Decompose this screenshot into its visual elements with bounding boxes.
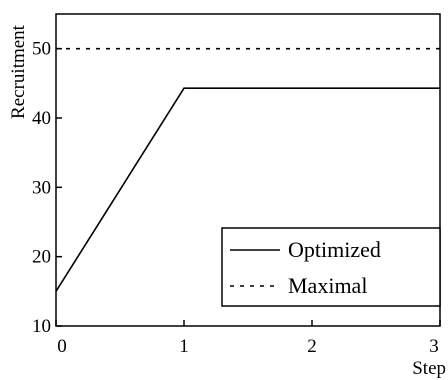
axis-ticks: 0 1 2 3 10 20 30 40 50 bbox=[32, 39, 441, 357]
y-tick-label: 20 bbox=[32, 247, 51, 268]
series-layer bbox=[55, 47, 440, 292]
x-axis-label: Step bbox=[412, 358, 446, 379]
legend-box bbox=[221, 227, 441, 307]
legend-label-optimized: Optimized bbox=[288, 237, 381, 262]
x-tick-label: 0 bbox=[57, 336, 67, 357]
x-tick-label: 2 bbox=[307, 336, 317, 357]
plot-frame bbox=[55, 13, 441, 327]
y-tick-label: 30 bbox=[32, 177, 51, 198]
x-tick-label: 3 bbox=[429, 336, 439, 357]
legend: Optimized Maximal bbox=[221, 227, 441, 307]
y-tick-label: 50 bbox=[32, 39, 51, 60]
y-tick-label: 40 bbox=[32, 108, 51, 129]
series-line-optimized bbox=[55, 87, 440, 292]
y-tick-label: 10 bbox=[32, 316, 51, 337]
y-axis-label: Recruitment bbox=[8, 24, 29, 119]
legend-label-maximal: Maximal bbox=[288, 273, 367, 298]
x-tick-label: 1 bbox=[179, 336, 189, 357]
